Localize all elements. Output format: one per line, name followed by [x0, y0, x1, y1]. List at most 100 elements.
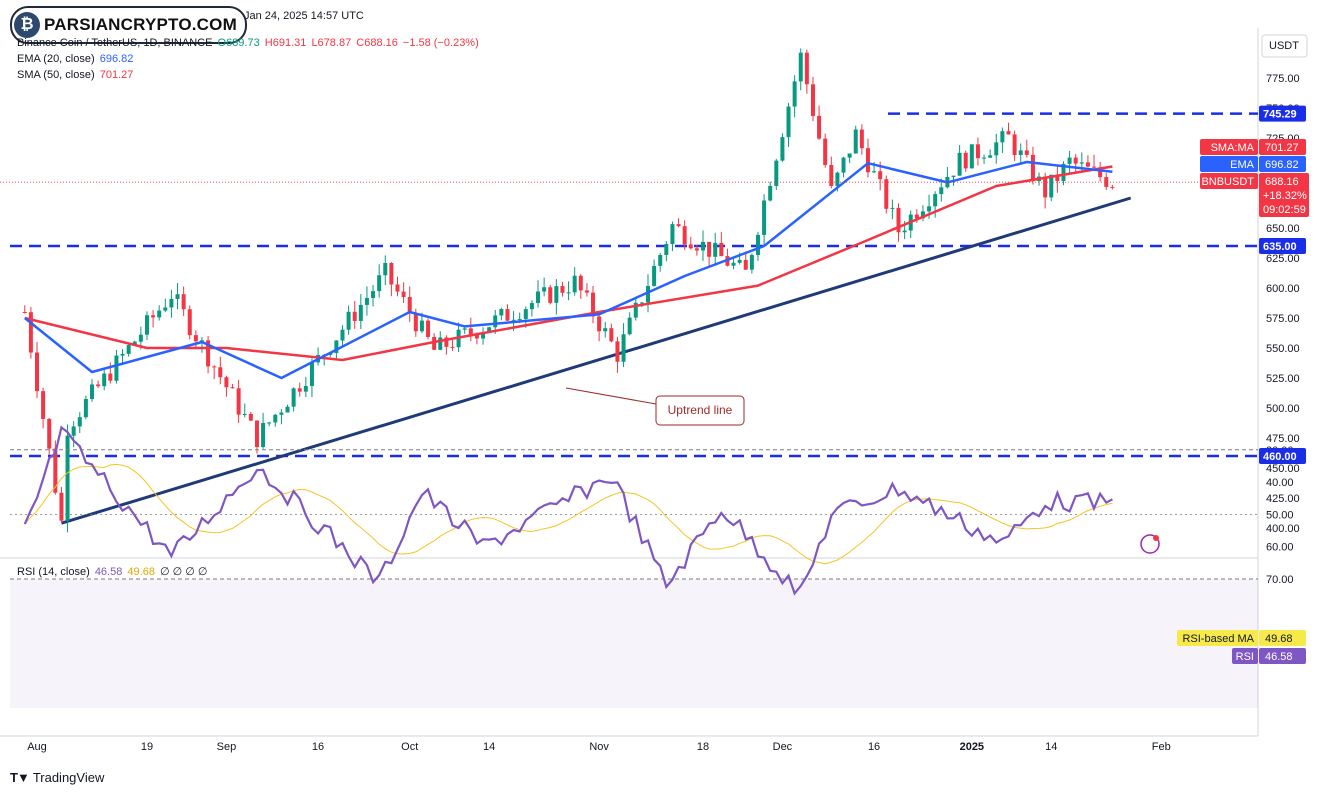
- candle-body: [438, 337, 443, 350]
- ma-tag-value: 701.27: [1265, 142, 1299, 154]
- symbol-name[interactable]: Binance Coin / TetherUS, 1D, BINANCE: [17, 37, 213, 49]
- candle-body: [108, 373, 113, 381]
- bitcoin-icon: ₿: [14, 12, 40, 38]
- candle-body: [633, 302, 638, 318]
- time-tick: Feb: [1152, 741, 1171, 753]
- rsi-value: 46.58: [94, 566, 123, 578]
- candle-body: [224, 377, 229, 388]
- symbol-tag-change: +18.32%: [1263, 190, 1307, 202]
- candle-body: [878, 171, 883, 180]
- candle-body: [126, 345, 131, 354]
- candle-body: [792, 81, 797, 107]
- candle-body: [132, 341, 137, 346]
- candle-body: [584, 290, 589, 293]
- candle-body: [1043, 176, 1048, 198]
- logo-text: PARSIANCRYPTO.COM: [44, 15, 237, 34]
- candle-body: [151, 315, 156, 318]
- candle-body: [859, 129, 864, 149]
- candle-body: [829, 164, 834, 186]
- candle-body: [847, 153, 852, 158]
- candle-body: [615, 341, 620, 362]
- candle-body: [639, 302, 644, 304]
- candle-body: [670, 224, 675, 244]
- currency-label[interactable]: USDT: [1269, 40, 1299, 52]
- candle-body: [59, 492, 64, 521]
- candle-body: [242, 413, 247, 415]
- candle-body: [603, 328, 608, 332]
- rsi-tag-value-box: [1259, 648, 1306, 664]
- annotation-arrow: [565, 387, 657, 405]
- sma-legend[interactable]: SMA (50, close) 701.27: [17, 68, 133, 82]
- rsi-band-fill: [10, 579, 1258, 708]
- level-price-tag-label: 745.29: [1263, 109, 1297, 121]
- uptrend-line[interactable]: [61, 196, 1132, 525]
- candle-body: [731, 262, 736, 266]
- date-line: Jan 24, 2025 14:57 UTC: [244, 10, 364, 22]
- rsi-legend[interactable]: RSI (14, close) 46.58 49.68 ∅ ∅ ∅ ∅: [17, 565, 208, 579]
- candle-body: [627, 317, 632, 335]
- candle-body: [890, 207, 895, 209]
- candle-body: [749, 254, 754, 270]
- time-tick: 18: [697, 741, 709, 753]
- candle-body: [982, 157, 987, 159]
- candle-body: [102, 373, 107, 387]
- alert-icon[interactable]: [1140, 534, 1160, 554]
- candle-body: [53, 448, 58, 493]
- candle-body: [1018, 150, 1023, 155]
- candle-body: [340, 329, 345, 341]
- candle-body: [144, 315, 149, 335]
- ema-legend[interactable]: EMA (20, close) 696.82: [17, 52, 133, 66]
- candle-body: [682, 226, 687, 245]
- candle-body: [536, 291, 541, 303]
- close-value: C688.16: [356, 37, 398, 49]
- candle-body: [951, 175, 956, 177]
- candle-body: [401, 291, 406, 297]
- candle-body: [371, 291, 376, 298]
- candle-body: [1073, 157, 1078, 164]
- candle-body: [700, 241, 705, 251]
- candle-body: [1079, 162, 1084, 164]
- candle-body: [621, 334, 626, 362]
- time-tick: 16: [312, 741, 324, 753]
- rsi-tick: 40.00: [1266, 477, 1294, 489]
- candle-body: [487, 327, 492, 332]
- ma-tag-value-box: [1259, 139, 1306, 155]
- candle-body: [22, 312, 27, 313]
- candle-body: [169, 298, 174, 308]
- tradingview-footer[interactable]: T▼ TradingView: [10, 770, 104, 785]
- price-tick: 625.00: [1266, 253, 1300, 265]
- candle-body: [474, 334, 479, 339]
- candle-body: [780, 137, 785, 161]
- rsi-tag-name-box: [1232, 648, 1258, 664]
- candle-body: [542, 287, 547, 292]
- candle-body: [920, 211, 925, 219]
- symbol-line: Binance Coin / TetherUS, 1D, BINANCE O68…: [17, 36, 479, 50]
- candle-body: [212, 366, 217, 368]
- candle-body: [664, 243, 669, 255]
- candle-body: [175, 294, 180, 299]
- rsi-ma-value: 49.68: [127, 566, 155, 578]
- time-tick: Aug: [27, 741, 47, 753]
- candle-body: [364, 297, 369, 305]
- candle-body: [774, 160, 779, 186]
- candle-body: [841, 157, 846, 173]
- candle-body: [835, 172, 840, 186]
- ema-label: EMA (20, close): [17, 53, 95, 65]
- candle-body: [499, 309, 504, 316]
- candle-body: [823, 138, 828, 165]
- candle-body: [1104, 177, 1109, 187]
- candle-body: [719, 242, 724, 257]
- watermark-logo: ₿ PARSIANCRYPTO.COM: [10, 6, 247, 44]
- rsi-tag-name: RSI: [1236, 651, 1254, 663]
- time-tick: Dec: [773, 741, 793, 753]
- candle-body: [688, 244, 693, 249]
- candle-body: [963, 152, 968, 169]
- candle-body: [206, 340, 211, 367]
- price-tick: 425.00: [1266, 493, 1300, 505]
- candle-body: [1061, 163, 1066, 182]
- candle-body: [1092, 166, 1097, 168]
- ma-tag-name-box: [1200, 139, 1258, 155]
- annotation-box[interactable]: [655, 395, 745, 426]
- candle-body: [884, 179, 889, 209]
